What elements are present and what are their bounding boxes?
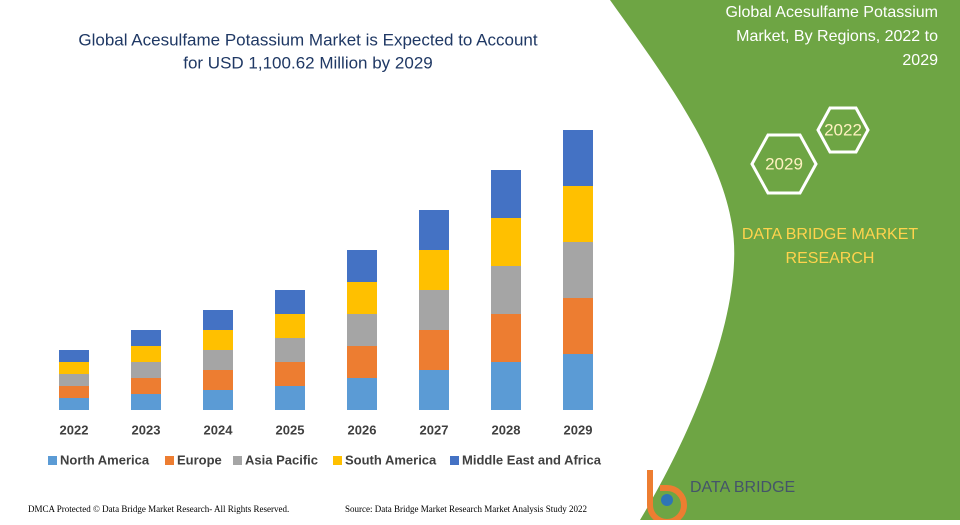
- bar-segment: [203, 390, 233, 410]
- bar-segment: [203, 350, 233, 370]
- bar-segment: [59, 386, 89, 398]
- brand-text: DATA BRIDGE MARKET: [742, 226, 919, 243]
- legend-swatch: [48, 456, 57, 465]
- x-tick-label: 2029: [564, 422, 593, 437]
- x-tick-label: 2025: [276, 422, 305, 437]
- legend-swatch: [233, 456, 242, 465]
- bar-segment: [563, 354, 593, 410]
- chart-title: Global Acesulfame Potassium Market is Ex…: [78, 30, 538, 49]
- hexagon: [750, 133, 818, 195]
- bar-segment: [491, 218, 521, 266]
- legend-swatch: [333, 456, 342, 465]
- footer-notice: DMCA Protected © Data Bridge Market Rese…: [28, 504, 289, 514]
- bar-segment: [347, 250, 377, 282]
- legend-swatch: [450, 456, 459, 465]
- legend-label: South America: [345, 452, 437, 467]
- legend-label: Asia Pacific: [245, 452, 318, 467]
- side-panel-background: [610, 0, 960, 520]
- chart-title: for USD 1,100.62 Million by 2029: [183, 53, 432, 72]
- logo-text: DATA BRIDGE: [690, 479, 795, 496]
- bar-segment: [419, 250, 449, 290]
- bar-segment: [59, 374, 89, 386]
- bar-segment: [419, 330, 449, 370]
- bar-segment: [203, 310, 233, 330]
- bar-segment: [275, 290, 305, 314]
- logo-icon: [647, 470, 687, 525]
- bar-segment: [275, 386, 305, 410]
- logo-icon: [661, 494, 673, 506]
- bar-segment: [419, 370, 449, 410]
- bar-segment: [347, 346, 377, 378]
- bar-segment: [59, 350, 89, 362]
- legend-label: Europe: [177, 452, 222, 467]
- bar-segment: [59, 362, 89, 374]
- bar-segment: [131, 362, 161, 378]
- bar-segment: [275, 314, 305, 338]
- bar-segment: [419, 210, 449, 250]
- bar-segment: [131, 378, 161, 394]
- logo: DATA BRIDGE: [647, 470, 795, 525]
- bar-segment: [563, 298, 593, 354]
- side-title: Global Acesulfame Potassium: [725, 4, 938, 21]
- bar-segment: [131, 394, 161, 410]
- bar-segment: [275, 362, 305, 386]
- hexagon-label: 2022: [824, 120, 862, 139]
- x-tick-label: 2024: [204, 422, 234, 437]
- legend-swatch: [165, 456, 174, 465]
- bar-segment: [59, 398, 89, 410]
- brand-text: RESEARCH: [786, 250, 875, 267]
- bar-segment: [491, 314, 521, 362]
- x-tick-label: 2028: [492, 422, 521, 437]
- bar-segment: [203, 330, 233, 350]
- bar-segment: [347, 282, 377, 314]
- x-tick-label: 2026: [348, 422, 377, 437]
- bar-segment: [203, 370, 233, 390]
- x-tick-label: 2022: [60, 422, 89, 437]
- footer-source: Source: Data Bridge Market Research Mark…: [345, 504, 587, 514]
- x-tick-label: 2027: [420, 422, 449, 437]
- bar-segment: [131, 330, 161, 346]
- bar-segment: [347, 378, 377, 410]
- hexagon-label: 2029: [765, 154, 803, 173]
- side-title: Market, By Regions, 2022 to: [736, 28, 938, 45]
- bar-segment: [563, 242, 593, 298]
- bar-segment: [491, 362, 521, 410]
- bar-segment: [419, 290, 449, 330]
- x-tick-label: 2023: [132, 422, 161, 437]
- legend-label: Middle East and Africa: [462, 452, 602, 467]
- bar-segment: [131, 346, 161, 362]
- bar-segment: [563, 186, 593, 242]
- bar-segment: [347, 314, 377, 346]
- bar-segment: [275, 338, 305, 362]
- side-title: 2029: [902, 52, 938, 69]
- hexagon: [816, 106, 870, 154]
- bar-segment: [491, 266, 521, 314]
- bar-segment: [563, 130, 593, 186]
- legend-label: North America: [60, 452, 150, 467]
- bar-segment: [491, 170, 521, 218]
